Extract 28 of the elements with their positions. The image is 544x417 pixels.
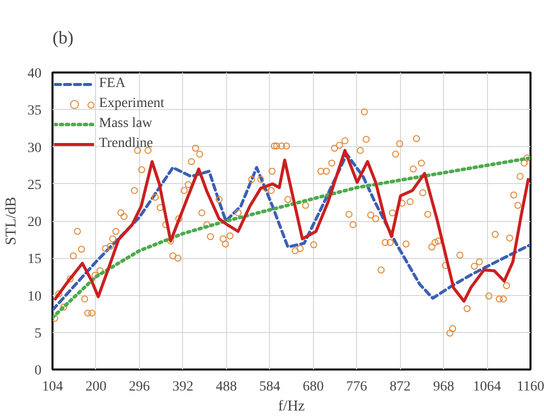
y-tick-label: 40 <box>28 66 42 82</box>
y-tick-label: 30 <box>28 140 42 156</box>
x-tick-label: 200 <box>85 380 106 394</box>
y-tick-label: 35 <box>28 104 42 119</box>
x-tick-label: 392 <box>172 380 194 394</box>
x-tick-label: 1160 <box>516 380 544 394</box>
legend-label: Trendline <box>99 136 153 152</box>
x-axis-title: f/Hz <box>278 398 306 414</box>
x-tick-label: 1064 <box>473 380 502 394</box>
x-tick-label: 488 <box>216 380 237 394</box>
y-tick-label: 15 <box>28 252 42 268</box>
legend-label: FEA <box>99 76 126 92</box>
y-tick-label: 10 <box>28 289 42 304</box>
legend-label: Experiment <box>99 96 164 112</box>
text: (b) <box>52 28 74 48</box>
x-tick-label: 680 <box>302 380 324 394</box>
x-tick-label: 872 <box>390 380 411 394</box>
x-tick-label: 968 <box>433 380 454 394</box>
x-tick-label: 296 <box>128 380 150 394</box>
y-tick-label: 5 <box>34 326 42 342</box>
x-tick-label: 776 <box>346 380 368 394</box>
legend-label: Mass law <box>99 116 152 132</box>
y-tick-label: 20 <box>28 215 42 230</box>
x-tick-label: 584 <box>259 380 280 394</box>
x-tick-label: 104 <box>42 380 63 394</box>
y-tick-label: 25 <box>28 178 42 193</box>
y-axis-title: STL/dB <box>4 196 20 246</box>
y-tick-label: 0 <box>34 364 42 378</box>
